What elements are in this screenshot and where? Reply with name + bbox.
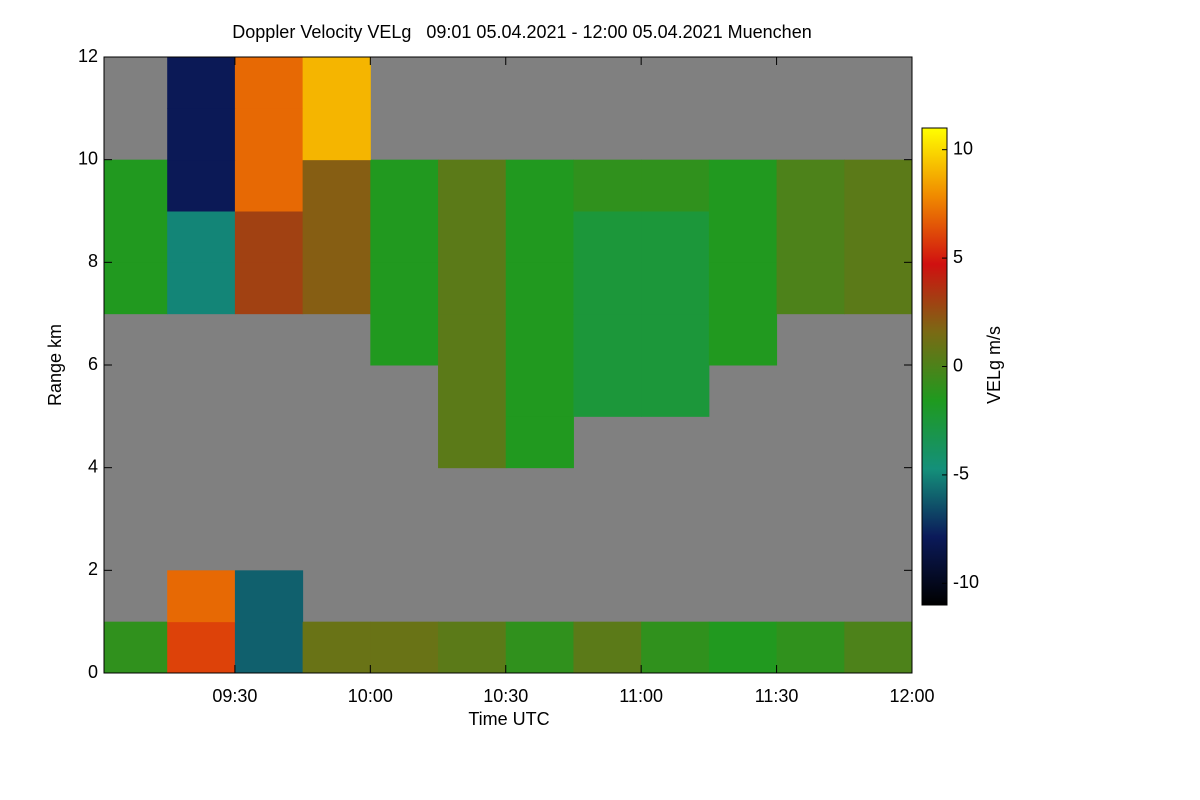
heatmap-cell <box>234 159 304 212</box>
heatmap-cell <box>438 313 507 366</box>
heatmap-cell <box>641 159 710 212</box>
heatmap-cell <box>104 159 168 212</box>
heatmap-cell <box>776 159 845 212</box>
heatmap-cell <box>438 159 507 212</box>
heatmap-cell <box>104 211 168 263</box>
heatmap-cell <box>167 621 236 674</box>
heatmap-cell <box>573 621 642 674</box>
x-tick-label: 11:30 <box>755 686 799 706</box>
heatmap-cell <box>234 57 304 109</box>
y-axis-label: Range km <box>45 324 65 406</box>
chart-title: Doppler Velocity VELg 09:01 05.04.2021 -… <box>232 22 811 42</box>
heatmap-cell <box>776 211 845 263</box>
heatmap-cell <box>370 211 439 263</box>
heatmap-cell <box>505 262 574 315</box>
heatmap-cell <box>302 211 371 263</box>
x-axis-label: Time UTC <box>468 709 549 729</box>
colorbar-tick-label: 0 <box>953 355 963 375</box>
heatmap-cell <box>573 211 642 263</box>
heatmap-cell <box>167 211 236 263</box>
x-tick-label: 10:30 <box>483 686 528 706</box>
x-tick-label: 10:00 <box>348 686 393 706</box>
heatmap-cell <box>641 262 710 315</box>
x-tick-label: 11:00 <box>619 686 663 706</box>
heatmap-cell <box>641 313 710 366</box>
heatmap-cell <box>167 262 236 315</box>
heatmap-cell <box>708 159 778 212</box>
y-tick-label: 2 <box>88 559 98 579</box>
heatmap-cell <box>641 211 710 263</box>
heatmap-cell <box>776 621 845 674</box>
heatmap-cell <box>573 262 642 315</box>
heatmap-cell <box>370 159 439 212</box>
heatmap-cell <box>573 159 642 212</box>
heatmap-cell <box>234 108 304 161</box>
heatmap-cell <box>234 262 304 315</box>
x-tick-label: 09:30 <box>212 686 257 706</box>
y-tick-label: 12 <box>78 46 98 66</box>
heatmap-cell <box>167 570 236 623</box>
heatmap-cell <box>641 365 710 417</box>
heatmap-cell <box>776 262 845 315</box>
heatmap-cell <box>505 621 574 674</box>
heatmap-cell <box>708 621 778 674</box>
colorbar-tick-label: 5 <box>953 247 963 267</box>
heatmap-cell <box>505 313 574 366</box>
heatmap-cell <box>234 621 304 674</box>
heatmap-cell <box>844 621 913 674</box>
x-tick-label: 12:00 <box>889 686 934 706</box>
heatmap-cell <box>302 57 371 109</box>
heatmap-cell <box>641 621 710 674</box>
colorbar-tick-label: 10 <box>953 138 973 158</box>
y-tick-label: 10 <box>78 148 98 168</box>
heatmap-cell <box>438 211 507 263</box>
heatmap-cell <box>302 108 371 161</box>
heatmap-cell <box>505 211 574 263</box>
heatmap-cell <box>708 262 778 315</box>
heatmap-cell <box>370 621 439 674</box>
heatmap-cell <box>234 570 304 623</box>
y-tick-label: 4 <box>88 456 98 476</box>
y-tick-label: 6 <box>88 354 98 374</box>
heatmap-cell <box>708 313 778 366</box>
heatmap-cell <box>302 159 371 212</box>
heatmap-cell <box>844 211 913 263</box>
heatmap-cell <box>573 313 642 366</box>
heatmap-cell <box>370 262 439 315</box>
colorbar-label: VELg m/s <box>984 326 1004 404</box>
heatmap-cell <box>438 621 507 674</box>
heatmap-cell <box>438 365 507 417</box>
y-tick-label: 8 <box>88 251 98 271</box>
heatmap-cell <box>167 57 236 109</box>
heatmap-cell <box>234 211 304 263</box>
heatmap-cell <box>167 108 236 161</box>
colorbar-tick-label: -5 <box>953 464 969 484</box>
heatmap-cell <box>844 262 913 315</box>
heatmap-cell <box>302 262 371 315</box>
heatmap-cell <box>505 365 574 417</box>
y-tick-label: 0 <box>88 662 98 682</box>
heatmap-cell <box>438 416 507 469</box>
heatmap-cell <box>104 262 168 315</box>
heatmap-cell <box>505 416 574 469</box>
heatmap-cell <box>370 313 439 366</box>
heatmap-cell <box>104 621 168 674</box>
heatmap-cell <box>844 159 913 212</box>
heatmap-cell <box>708 211 778 263</box>
heatmap-cell <box>167 159 236 212</box>
heatmap-cell <box>505 159 574 212</box>
heatmap-cell <box>302 621 371 674</box>
heatmap-cell <box>438 262 507 315</box>
heatmap-cell <box>573 365 642 417</box>
colorbar-tick-label: -10 <box>953 572 979 592</box>
